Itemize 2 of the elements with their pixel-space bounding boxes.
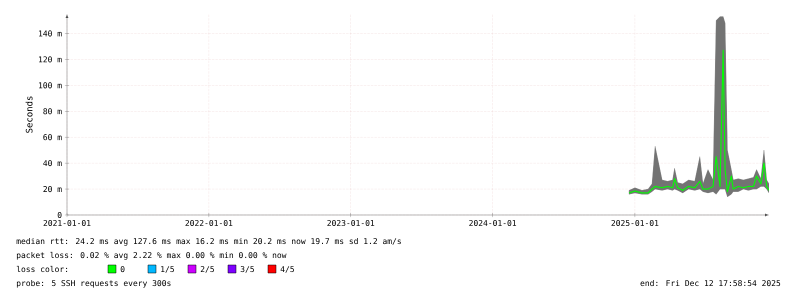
line-series	[628, 50, 770, 194]
y-axis-title: Seconds	[26, 96, 33, 133]
